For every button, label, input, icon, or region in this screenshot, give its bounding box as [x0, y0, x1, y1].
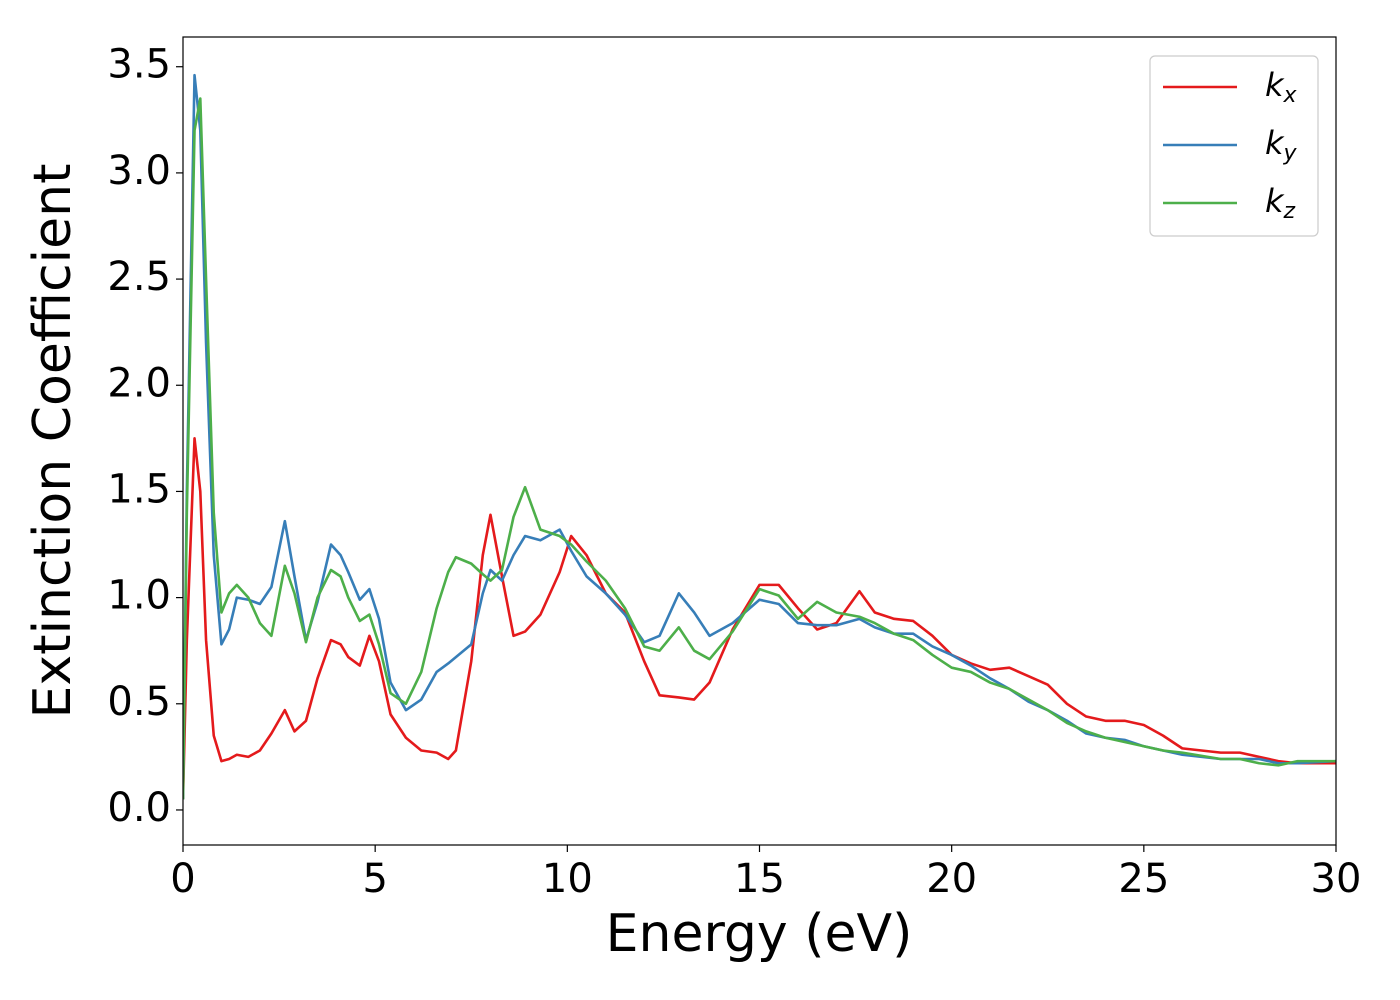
x-tick-label: 15 — [734, 856, 785, 902]
plot-lines — [183, 73, 1336, 800]
y-tick-label: 2.5 — [107, 254, 171, 300]
x-tick-label: 5 — [362, 856, 387, 902]
x-tick-label: 10 — [542, 856, 593, 902]
y-tick-label: 2.0 — [107, 360, 171, 406]
y-tick-label: 3.0 — [107, 148, 171, 194]
x-axis-label: Energy (eV) — [606, 904, 913, 964]
y-tick-label: 1.0 — [107, 573, 171, 619]
y-tick-label: 1.5 — [107, 466, 171, 512]
x-tick-label: 20 — [926, 856, 977, 902]
series-line — [183, 437, 1336, 800]
y-axis-label: Extinction Coefficient — [23, 164, 83, 719]
y-tick-label: 3.5 — [107, 42, 171, 88]
y-tick-label: 0.5 — [107, 679, 171, 725]
x-tick-label: 30 — [1311, 856, 1362, 902]
series-line — [183, 97, 1336, 800]
x-tick-label: 25 — [1118, 856, 1169, 902]
y-tick-label: 0.0 — [107, 785, 171, 831]
x-tick-label: 0 — [170, 856, 195, 902]
